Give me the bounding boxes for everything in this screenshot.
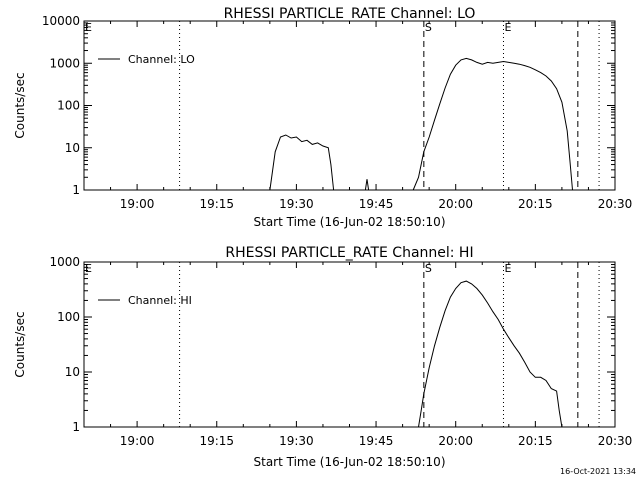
chart-0-y-tick-label: 10 xyxy=(65,141,80,155)
chart-0-x-tick-label: 20:15 xyxy=(518,197,553,211)
chart-1-x-tick-label: 19:00 xyxy=(120,434,155,448)
chart-0-time-marker-label: S xyxy=(425,21,432,34)
chart-0-series-line xyxy=(412,57,573,191)
panel-lo: RHESSI PARTICLE_RATE Channel: LO Start Ti… xyxy=(13,6,632,229)
chart-0-series-line xyxy=(364,179,370,191)
chart-1-x-tick-label: 19:45 xyxy=(359,434,394,448)
chart-0-x-tick-label: 19:45 xyxy=(359,197,394,211)
chart-0-y-tick-label: 1 xyxy=(72,183,80,197)
chart-1-y-axis-label: Counts/sec xyxy=(13,311,27,377)
chart-0-series-line xyxy=(269,134,335,191)
chart-1-y-tick-label: 100 xyxy=(57,310,80,324)
footer-timestamp: 16-Oct-2021 13:34 xyxy=(560,467,636,476)
chart-0-x-tick-label: 19:00 xyxy=(120,197,155,211)
chart-0-y-tick-label: 100 xyxy=(57,99,80,113)
chart-1-y-tick-label: 1 xyxy=(72,420,80,434)
panel-hi: RHESSI PARTICLE_RATE Channel: HI Start Ti… xyxy=(13,245,632,469)
chart-0-x-tick-label: 19:15 xyxy=(199,197,234,211)
chart-1-series-line xyxy=(418,280,563,428)
chart-0-y-tick-label: 10000 xyxy=(42,14,80,28)
chart-1-plot-frame xyxy=(83,261,616,428)
chart-1-x-tick-label: 20:30 xyxy=(598,434,633,448)
chart-1-x-tick-label: 20:00 xyxy=(438,434,473,448)
chart-0-x-tick-label: 20:30 xyxy=(598,197,633,211)
chart-0-time-marker-label: E xyxy=(504,21,511,34)
chart-0-x-axis-label: Start Time (16-Jun-02 18:50:10) xyxy=(254,215,446,229)
chart-0-y-tick-label: 1000 xyxy=(49,56,80,70)
chart-1-y-tick-label: 10 xyxy=(65,365,80,379)
chart-1-time-marker-label: E xyxy=(85,262,92,275)
chart-1-time-marker-label: E xyxy=(504,262,511,275)
chart-0-legend-label: Channel: LO xyxy=(128,53,195,66)
chart-0-plot-frame xyxy=(83,20,616,191)
chart-0-title: RHESSI PARTICLE_RATE Channel: LO xyxy=(224,6,476,22)
chart-1-title: RHESSI PARTICLE_RATE Channel: HI xyxy=(225,245,473,261)
chart-1-x-tick-label: 20:15 xyxy=(518,434,553,448)
chart-1-y-tick-label: 1000 xyxy=(49,255,80,269)
chart-1-time-marker-label: S xyxy=(425,262,432,275)
chart-0-x-tick-label: 20:00 xyxy=(438,197,473,211)
chart-1-legend-label: Channel: HI xyxy=(128,294,192,307)
chart-1-x-axis-label: Start Time (16-Jun-02 18:50:10) xyxy=(254,455,446,469)
chart-0-y-axis-label: Counts/sec xyxy=(13,72,27,138)
chart-0-x-tick-label: 19:30 xyxy=(279,197,314,211)
chart-1-x-tick-label: 19:15 xyxy=(199,434,234,448)
chart-0-time-marker-label: E xyxy=(85,21,92,34)
chart-1-x-tick-label: 19:30 xyxy=(279,434,314,448)
